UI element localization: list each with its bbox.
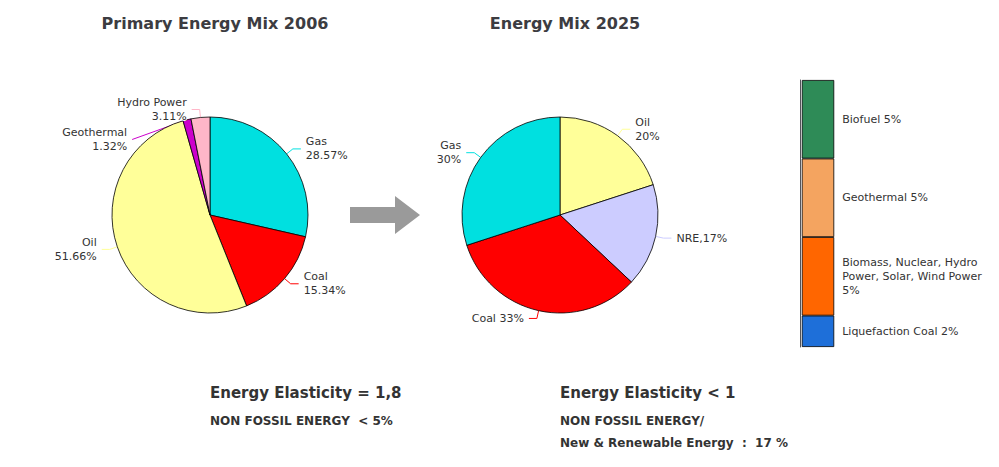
svg-text:Coal: Coal [304,270,328,283]
svg-text:NON FOSSIL ENERGY < 5%: NON FOSSIL ENERGY < 5% [210,414,393,428]
svg-text:15.34%: 15.34% [304,284,346,297]
svg-text:Energy Mix 2025: Energy Mix 2025 [490,14,640,33]
svg-text:Liquefaction Coal 2%: Liquefaction Coal 2% [842,325,958,338]
svg-text:NRE,17%: NRE,17% [676,232,727,245]
svg-text:30%: 30% [437,153,461,166]
svg-text:Coal 33%: Coal 33% [472,312,524,325]
svg-text:Geothermal: Geothermal [62,126,127,139]
svg-text:Biomass, Nuclear, Hydro: Biomass, Nuclear, Hydro [842,256,978,269]
svg-text:Gas: Gas [306,135,327,148]
svg-text:28.57%: 28.57% [306,149,348,162]
svg-text:NON FOSSIL ENERGY/: NON FOSSIL ENERGY/ [560,414,705,428]
svg-text:1.32%: 1.32% [92,140,127,153]
svg-text:Oil: Oil [82,236,97,249]
svg-text:20%: 20% [635,130,659,143]
svg-text:Energy Elasticity = 1,8: Energy Elasticity = 1,8 [210,384,402,402]
svg-text:Biofuel 5%: Biofuel 5% [842,113,901,126]
svg-text:51.66%: 51.66% [55,250,97,263]
svg-text:Energy Elasticity < 1: Energy Elasticity < 1 [560,384,735,402]
svg-text:New & Renewable Energy : 17: New & Renewable Energy : 17 % [560,436,788,450]
svg-text:3.11%: 3.11% [152,110,187,123]
svg-text:Primary Energy Mix 2006: Primary Energy Mix 2006 [102,14,329,33]
svg-text:5%: 5% [842,284,859,297]
svg-text:Gas: Gas [440,139,461,152]
svg-text:Oil: Oil [635,116,650,129]
svg-text:Geothermal 5%: Geothermal 5% [842,191,928,204]
svg-text:Hydro Power: Hydro Power [117,96,187,109]
svg-text:Power, Solar, Wind Power: Power, Solar, Wind Power [842,270,982,283]
